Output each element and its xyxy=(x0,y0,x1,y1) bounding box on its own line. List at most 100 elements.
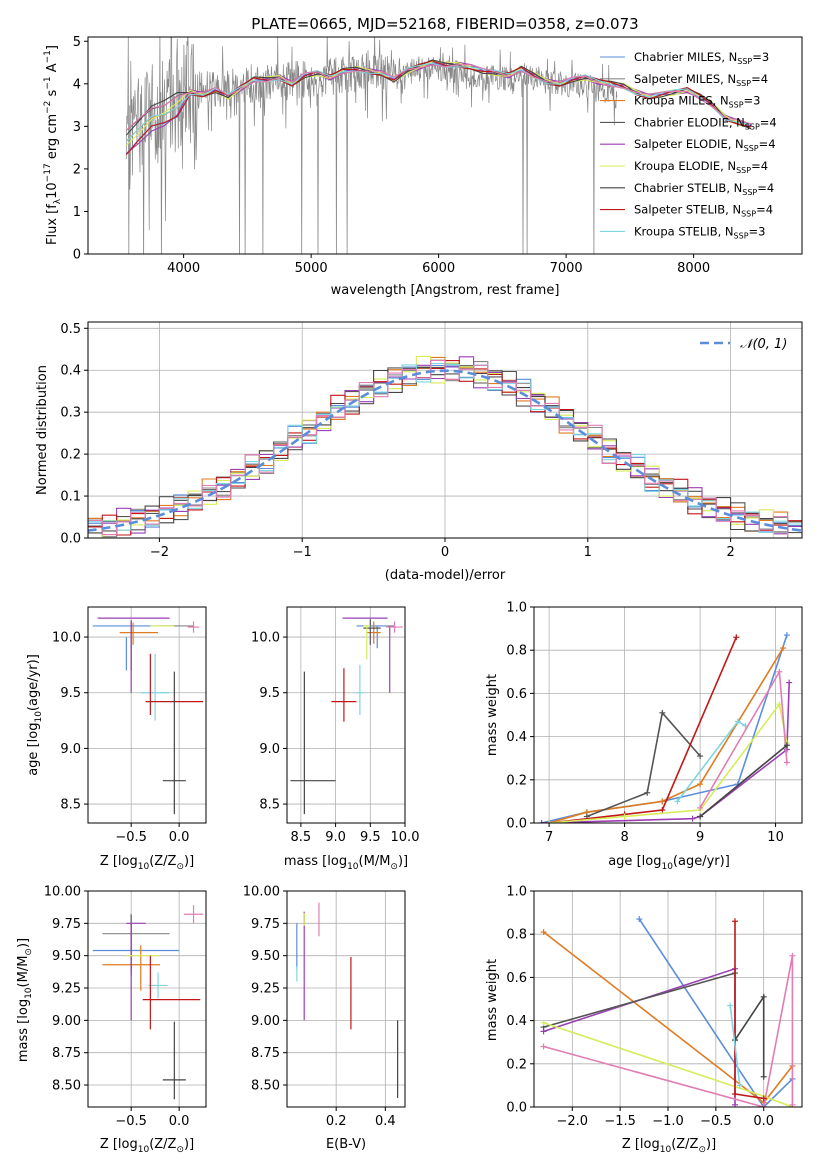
y-tick-label: 3 xyxy=(73,120,81,135)
age-metallicity-panel: −0.5 0.08.59.09.510.0Z [log10(Z/Z⊙)]age [… xyxy=(26,606,207,872)
y-tick-label: 9.0 xyxy=(60,742,81,757)
label-part: =3 xyxy=(744,94,761,108)
x-axis-label: mass [log10(M/M⊙)] xyxy=(284,854,408,872)
residuals-panel: −2 −1 0 1 2 0.0 0.1 0.2 0.3 0.4 0.5 (data-model)/er… xyxy=(35,321,803,583)
gaussian-curve xyxy=(88,369,802,532)
x-tick-label: 1 xyxy=(584,545,592,560)
plot-area xyxy=(88,355,802,538)
series-line xyxy=(729,1005,741,1086)
label-part: Flux [f xyxy=(45,204,60,245)
x-tick-label: −2.0 xyxy=(556,1114,588,1129)
x-tick-label: 5000 xyxy=(295,261,328,276)
y-tick-label: 9.00 xyxy=(251,1014,280,1029)
series-line xyxy=(638,918,793,1107)
mass-metallicity-panel: −0.5 0.0 8.50 8.75 9.00 9.25 9.50 9.75 10.00 Z [l… xyxy=(16,885,207,1155)
y-tick-label: 9.75 xyxy=(251,917,280,932)
series-line xyxy=(549,702,788,823)
y-tick-label: 8.50 xyxy=(52,1079,81,1094)
figure-title: PLATE=0665, MJD=52168, FIBERID=0358, z=0… xyxy=(251,15,638,33)
x-tick-label: 6000 xyxy=(422,261,455,276)
plot-area xyxy=(92,905,204,1100)
label-part: SSP xyxy=(742,188,757,197)
label-part: )] xyxy=(184,1137,194,1152)
x-tick-label: −0.5 xyxy=(700,1114,732,1129)
axes-frame xyxy=(87,36,803,255)
x-axis-label: E(B-V) xyxy=(326,1137,366,1152)
label-part: )] xyxy=(16,938,31,948)
axes-frame xyxy=(286,890,406,1108)
series-line xyxy=(586,711,701,818)
y-tick-label: 0.5 xyxy=(60,322,81,337)
y-axis-label: Flux [fλ10−17 erg cm−2 s−1 A−1] xyxy=(43,45,63,245)
label-part: −1 xyxy=(43,50,53,63)
label-part: SSP xyxy=(745,122,760,131)
legend-entry: Salpeter STELIB, NSSP=4 xyxy=(634,203,773,219)
x-tick-label: 7 xyxy=(545,830,553,845)
x-axis-label: Z [log10(Z/Z⊙)] xyxy=(622,1137,716,1155)
y-tick-label: 0.1 xyxy=(60,490,81,505)
legend: 𝒩(0, 1) xyxy=(700,337,787,352)
y-axis-label: age [log10(age/yr)] xyxy=(26,654,44,776)
y-tick-label: 9.50 xyxy=(251,949,280,964)
label-part: Chabrier STELIB, N xyxy=(634,181,742,195)
sun-symbol: ⊙ xyxy=(176,862,184,872)
x-axis-label: Z [log10(Z/Z⊙)] xyxy=(100,854,194,872)
label-part: 10 xyxy=(138,862,150,872)
x-tick-label: 4000 xyxy=(167,261,200,276)
label-part: (Z/Z xyxy=(149,854,176,869)
legend-entry: Chabrier STELIB, NSSP=4 xyxy=(634,181,774,197)
sun-symbol: ⊙ xyxy=(176,1145,184,1155)
y-tick-label: 4 xyxy=(73,77,81,92)
y-tick-label: 10.00 xyxy=(243,885,280,900)
legend-entry: Chabrier MILES, NSSP=3 xyxy=(634,50,769,66)
series-line xyxy=(699,744,788,818)
label-part: SSP xyxy=(729,101,744,110)
plot-area xyxy=(290,617,403,815)
x-tick-label: 10.0 xyxy=(391,830,420,845)
axes-frame xyxy=(87,890,207,1108)
axes-frame xyxy=(286,606,406,824)
axes-frame xyxy=(533,606,803,824)
legend-entry: Kroupa MILES, NSSP=3 xyxy=(634,94,760,110)
label-part: mass [log xyxy=(16,999,31,1062)
y-tick-label: 0.6 xyxy=(506,687,527,702)
x-tick-label: 7000 xyxy=(550,261,583,276)
label-part: s xyxy=(45,89,60,100)
y-tick-label: 0.6 xyxy=(506,971,527,986)
massweight-metallicity-panel: −2.0 −1.5 −1.0 −0.5 0.0 0.0 0.2 0.4 0.6 0.8 1.0 Z [… xyxy=(485,885,803,1155)
y-tick-label: 9.75 xyxy=(52,917,81,932)
y-tick-label: 9.5 xyxy=(60,686,81,701)
y-tick-label: 2 xyxy=(73,162,81,177)
x-axis-label: Z [log10(Z/Z⊙)] xyxy=(100,1137,194,1155)
x-axis-label: (data-model)/error xyxy=(385,568,506,583)
y-tick-label: 0.4 xyxy=(60,364,81,379)
label-part: 10 xyxy=(45,182,60,199)
label-part: (M/M xyxy=(16,956,31,988)
model-spectrum-line xyxy=(125,64,752,131)
label-part: (Z/Z xyxy=(149,1137,176,1152)
x-tick-label: −2 xyxy=(150,545,169,560)
series-line xyxy=(541,634,788,823)
x-tick-label: 8.5 xyxy=(291,830,312,845)
y-axis-label: mass [log10(M/M⊙)] xyxy=(16,938,34,1062)
label-part: (M/M xyxy=(359,854,391,869)
series-line xyxy=(548,647,784,823)
label-part: erg cm xyxy=(45,114,60,163)
plot-area xyxy=(296,902,399,1098)
series-line xyxy=(734,994,765,1077)
y-tick-label: 8.50 xyxy=(251,1079,280,1094)
label-part: 10 xyxy=(34,711,44,723)
series-line xyxy=(734,921,764,1100)
x-tick-label: −0.5 xyxy=(115,830,147,845)
y-tick-label: 0.8 xyxy=(506,644,527,659)
plot-area xyxy=(92,617,204,815)
legend-entry: Salpeter ELODIE, NSSP=4 xyxy=(634,137,776,153)
label-part: =3 xyxy=(752,50,769,64)
sun-symbol: ⊙ xyxy=(698,1145,706,1155)
y-tick-label: 8.75 xyxy=(52,1046,81,1061)
y-tick-label: 0.0 xyxy=(60,532,81,547)
legend-entry: Kroupa STELIB, NSSP=3 xyxy=(634,224,765,240)
y-tick-label: 8.5 xyxy=(259,798,280,813)
label-part: −2 xyxy=(43,101,53,114)
